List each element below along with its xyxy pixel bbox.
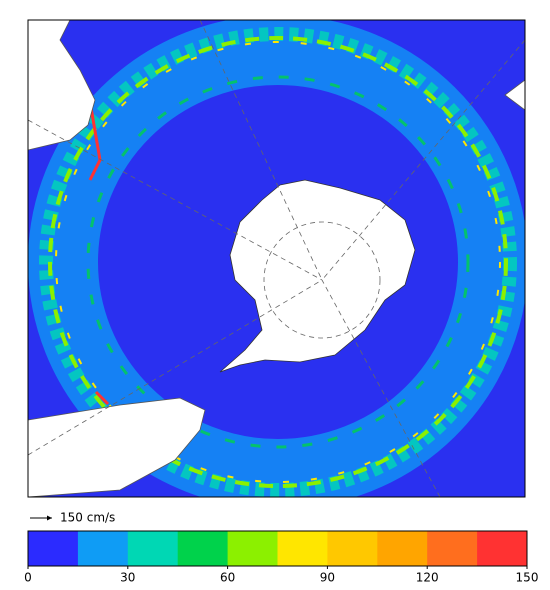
current-core bbox=[55, 41, 501, 483]
colorbar-segment bbox=[127, 531, 179, 566]
colorbar-tick-label: 150 bbox=[516, 571, 539, 585]
colorbar-segment bbox=[327, 531, 378, 566]
map bbox=[28, 20, 525, 497]
colorbar-frame bbox=[27, 530, 528, 567]
colorbar-tick-label: 30 bbox=[120, 571, 135, 585]
current-core bbox=[94, 390, 110, 406]
colorbar-segment bbox=[477, 531, 528, 566]
colorbar-segment bbox=[427, 531, 478, 566]
land bbox=[504, 79, 525, 111]
scale-arrow-head bbox=[47, 515, 52, 521]
colorbar-segment bbox=[177, 531, 229, 566]
land bbox=[28, 20, 96, 151]
current-band bbox=[39, 27, 517, 497]
colorbar-tick-label: 0 bbox=[24, 571, 32, 585]
land bbox=[28, 397, 206, 497]
current-core bbox=[86, 89, 102, 181]
colorbar-segment bbox=[28, 531, 79, 566]
colorbar-segment bbox=[227, 531, 278, 566]
current-core bbox=[86, 75, 470, 449]
colorbar-segment bbox=[77, 531, 129, 566]
colorbar-segment bbox=[277, 531, 328, 566]
current-band bbox=[28, 20, 525, 497]
colorbar: 0 30 60 90 120 150 bbox=[24, 530, 539, 585]
current-core bbox=[48, 36, 508, 488]
map-frame bbox=[27, 19, 526, 498]
scale-label: 150 cm/s bbox=[60, 511, 115, 525]
colorbar-tick-label: 120 bbox=[416, 571, 439, 585]
colorbar-segment bbox=[377, 531, 428, 566]
colorbar-tick-label: 90 bbox=[320, 571, 335, 585]
colorbar-tick-label: 60 bbox=[220, 571, 235, 585]
graticule bbox=[28, 20, 525, 497]
